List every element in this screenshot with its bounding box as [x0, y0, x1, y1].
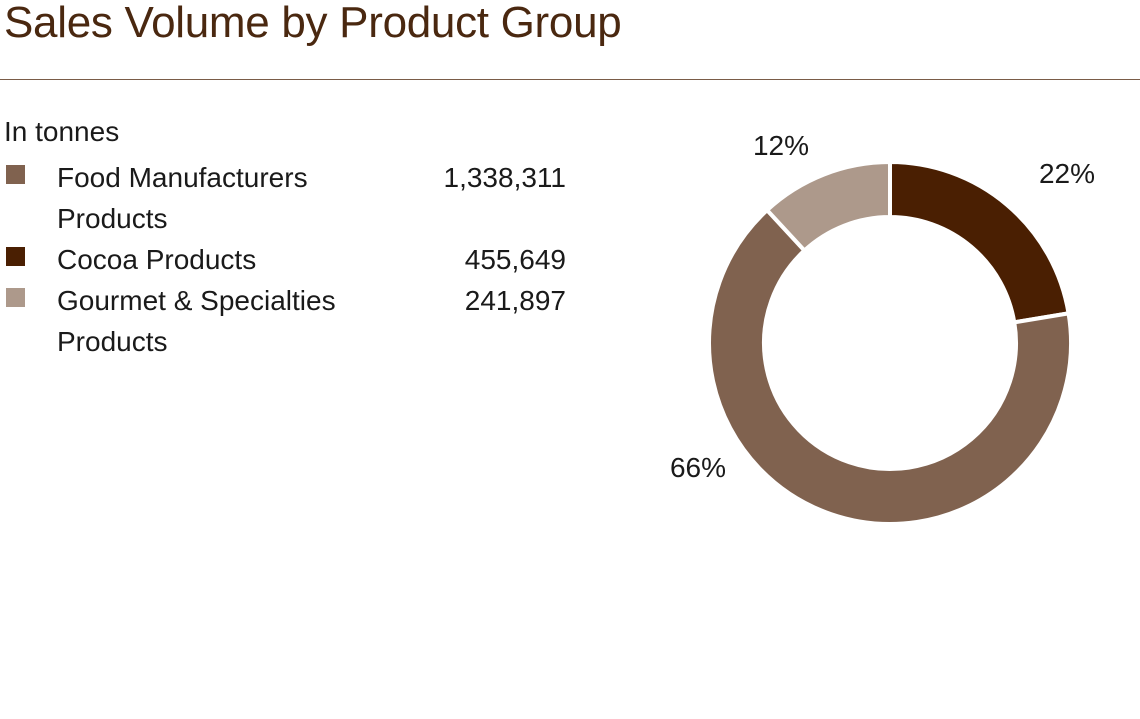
- donut-chart: 22% 66% 12%: [640, 110, 1110, 550]
- legend-item-cocoa: Cocoa Products 455,649: [0, 239, 580, 280]
- legend-value: 241,897: [464, 285, 566, 316]
- legend-label: Cocoa Products: [57, 244, 257, 275]
- title-divider: [0, 79, 1140, 80]
- legend-value: 1,338,311: [443, 162, 567, 193]
- chart-title: Sales Volume by Product Group: [4, 0, 622, 47]
- legend-swatch: [6, 247, 25, 266]
- legend-swatch: [6, 288, 25, 307]
- percent-label-food-manufacturers: 66%: [670, 452, 726, 483]
- slice-food-manufacturers: [707, 207, 1073, 526]
- legend-label: Food Manufacturers Products: [57, 162, 308, 234]
- legend-item-food-manufacturers: Food Manufacturers Products 1,338,311: [0, 157, 580, 239]
- legend-item-gourmet: Gourmet & Specialties Products 241,897: [0, 280, 580, 362]
- percent-label-cocoa: 22%: [1039, 158, 1095, 189]
- slice-gourmet: [764, 159, 892, 254]
- legend-value: 455,649: [464, 244, 566, 275]
- unit-label: In tonnes: [4, 116, 120, 147]
- legend-swatch: [6, 165, 25, 184]
- donut-chart-svg: 22% 66% 12%: [670, 130, 1095, 526]
- legend: Food Manufacturers Products 1,338,311 Co…: [0, 157, 580, 362]
- percent-label-gourmet: 12%: [753, 130, 809, 161]
- legend-label: Gourmet & Specialties Products: [57, 285, 336, 357]
